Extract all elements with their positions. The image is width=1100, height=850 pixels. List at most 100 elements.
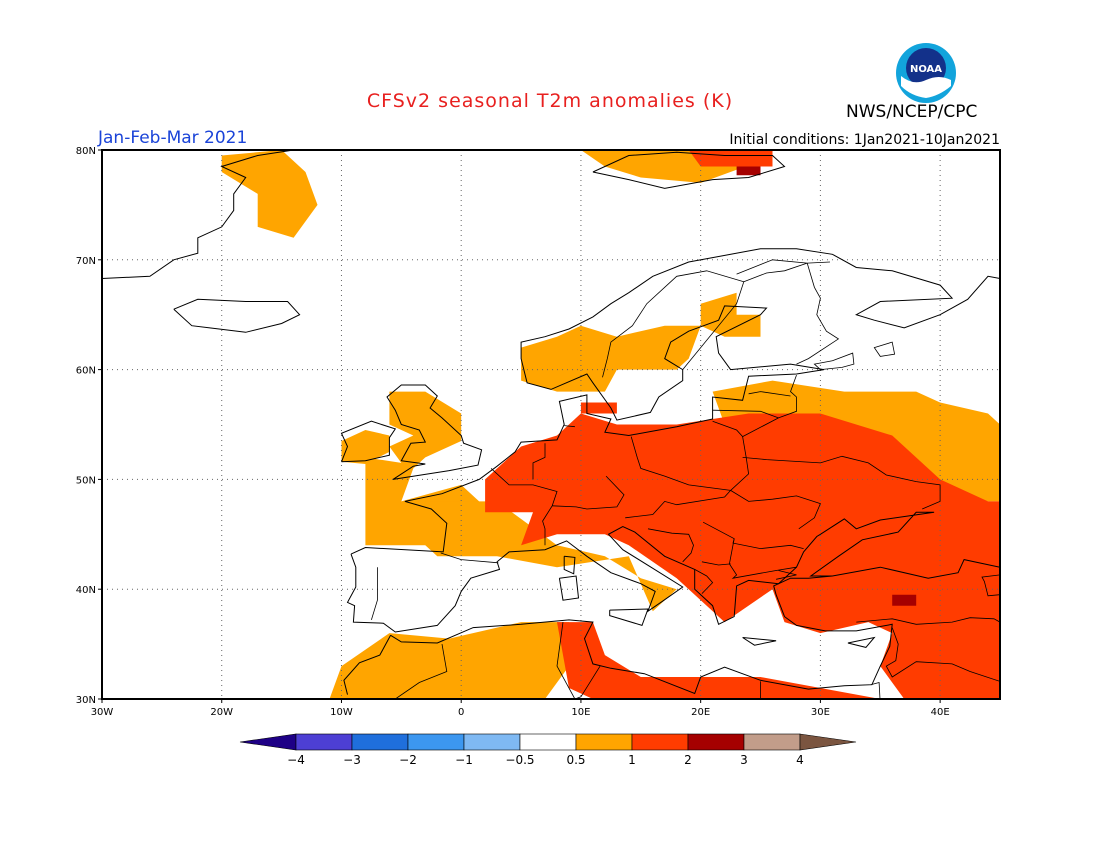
- border-4: [564, 425, 575, 428]
- lon-tick-label: 10E: [571, 707, 590, 718]
- lon-tick-label: 30W: [91, 707, 114, 718]
- anomaly-region-10: [557, 622, 881, 699]
- lake-1: [873, 341, 896, 357]
- legend-segment-1: [295, 733, 353, 751]
- border-0: [440, 552, 499, 564]
- coastline-7: [102, 150, 294, 279]
- lat-tick-label: 60N: [76, 366, 96, 377]
- lon-tick-label: 20E: [691, 707, 710, 718]
- lon-tick-label: 10W: [330, 707, 353, 718]
- anomaly-region-2: [425, 501, 677, 612]
- initial-conditions: Initial conditions: 1Jan2021-10Jan2021: [729, 132, 1000, 148]
- legend-segment-2: [351, 733, 409, 751]
- legend-segment-6: [575, 733, 633, 751]
- anomaly-region-13: [736, 166, 761, 176]
- legend-segment-7: [631, 733, 689, 751]
- legend-segment-10: [799, 733, 857, 751]
- legend-label: 2: [684, 753, 692, 767]
- coastline-3: [343, 635, 392, 695]
- border-31: [807, 261, 831, 264]
- axis-ticks: 30W 20W 10W 0 10E 20E 30E 40E 30N 40N 50N 60N 70N 80N: [76, 146, 950, 718]
- legend-segment-0: [239, 733, 297, 751]
- border-8: [712, 420, 750, 491]
- legend-segment-4: [463, 733, 521, 751]
- coastline-9: [609, 608, 649, 627]
- legend-segment-9: [743, 733, 801, 751]
- border-7: [625, 490, 731, 519]
- anomaly-region-12: [688, 150, 773, 167]
- border-29: [736, 259, 808, 283]
- border-18: [647, 528, 694, 563]
- coastline-5: [340, 420, 397, 463]
- anomaly-region-7: [221, 150, 318, 238]
- border-17: [701, 561, 731, 566]
- lat-tick-label: 50N: [76, 475, 96, 486]
- anomaly-region-14: [892, 594, 917, 606]
- border-6: [552, 475, 625, 510]
- border-28: [602, 270, 745, 378]
- coastline-6: [173, 298, 301, 333]
- coastlines: [102, 150, 1000, 699]
- anomaly-fills: [221, 150, 1000, 699]
- legend-segment-3: [407, 733, 465, 751]
- border-1: [371, 567, 378, 621]
- coastline-1: [346, 511, 1000, 633]
- legend-label: −4: [287, 753, 305, 767]
- lon-tick-label: 20W: [210, 707, 233, 718]
- coastline-13: [592, 151, 786, 189]
- border-22: [885, 627, 1000, 682]
- border-9: [742, 374, 797, 437]
- logo-text: NOAA: [910, 64, 942, 75]
- border-2: [490, 468, 558, 546]
- anomaly-region-9: [485, 413, 1000, 699]
- coastline-2: [390, 575, 893, 695]
- border-5: [630, 436, 731, 491]
- border-23: [870, 681, 881, 699]
- agency-label: NWS/NCEP/CPC: [846, 102, 978, 122]
- lon-tick-label: 30E: [811, 707, 830, 718]
- legend-label: 0.5: [566, 753, 585, 767]
- legend-label: 4: [796, 753, 804, 767]
- lat-tick-label: 30N: [76, 695, 96, 706]
- legend-segment-5: [519, 733, 577, 751]
- coastline-0: [350, 248, 1000, 555]
- legend-label: −1: [455, 753, 473, 767]
- anomaly-region-3: [521, 325, 701, 392]
- border-16: [694, 569, 714, 594]
- coastline-4: [386, 384, 483, 480]
- border-20: [856, 617, 1000, 625]
- lake-0: [813, 352, 855, 371]
- anomaly-region-6: [329, 622, 569, 699]
- border-21: [981, 574, 1000, 597]
- map-frame: [101, 149, 1001, 700]
- border-3: [532, 443, 546, 480]
- border-15: [728, 538, 797, 579]
- forecast-period: Jan-Feb-Mar 2021: [98, 128, 248, 148]
- border-30: [796, 262, 840, 365]
- legend-segment-8: [687, 733, 745, 751]
- border-26: [556, 622, 576, 699]
- legend-label: 1: [628, 753, 636, 767]
- anomaly-region-1: [341, 430, 390, 464]
- border-19: [776, 570, 797, 580]
- noaa-logo-icon: NOAA: [895, 42, 957, 104]
- lat-tick-label: 80N: [76, 146, 96, 157]
- anomaly-region-5: [700, 292, 761, 337]
- border-13: [730, 490, 821, 530]
- legend-label: −2: [399, 753, 417, 767]
- legend-label: −3: [343, 753, 361, 767]
- legend-label: −0.5: [505, 753, 534, 767]
- lat-tick-label: 40N: [76, 585, 96, 596]
- anomaly-region-11: [580, 402, 617, 414]
- lon-tick-label: 0: [458, 707, 464, 718]
- border-10: [712, 409, 779, 419]
- coastline-10: [563, 555, 576, 575]
- border-11: [748, 391, 791, 397]
- border-14: [702, 521, 804, 550]
- color-legend: −4 −3 −2 −1 −0.5 0.5 1 2 3 4: [239, 733, 857, 767]
- border-27: [395, 644, 448, 699]
- coastline-8: [558, 575, 580, 601]
- lat-tick-label: 70N: [76, 256, 96, 267]
- border-12: [742, 455, 941, 510]
